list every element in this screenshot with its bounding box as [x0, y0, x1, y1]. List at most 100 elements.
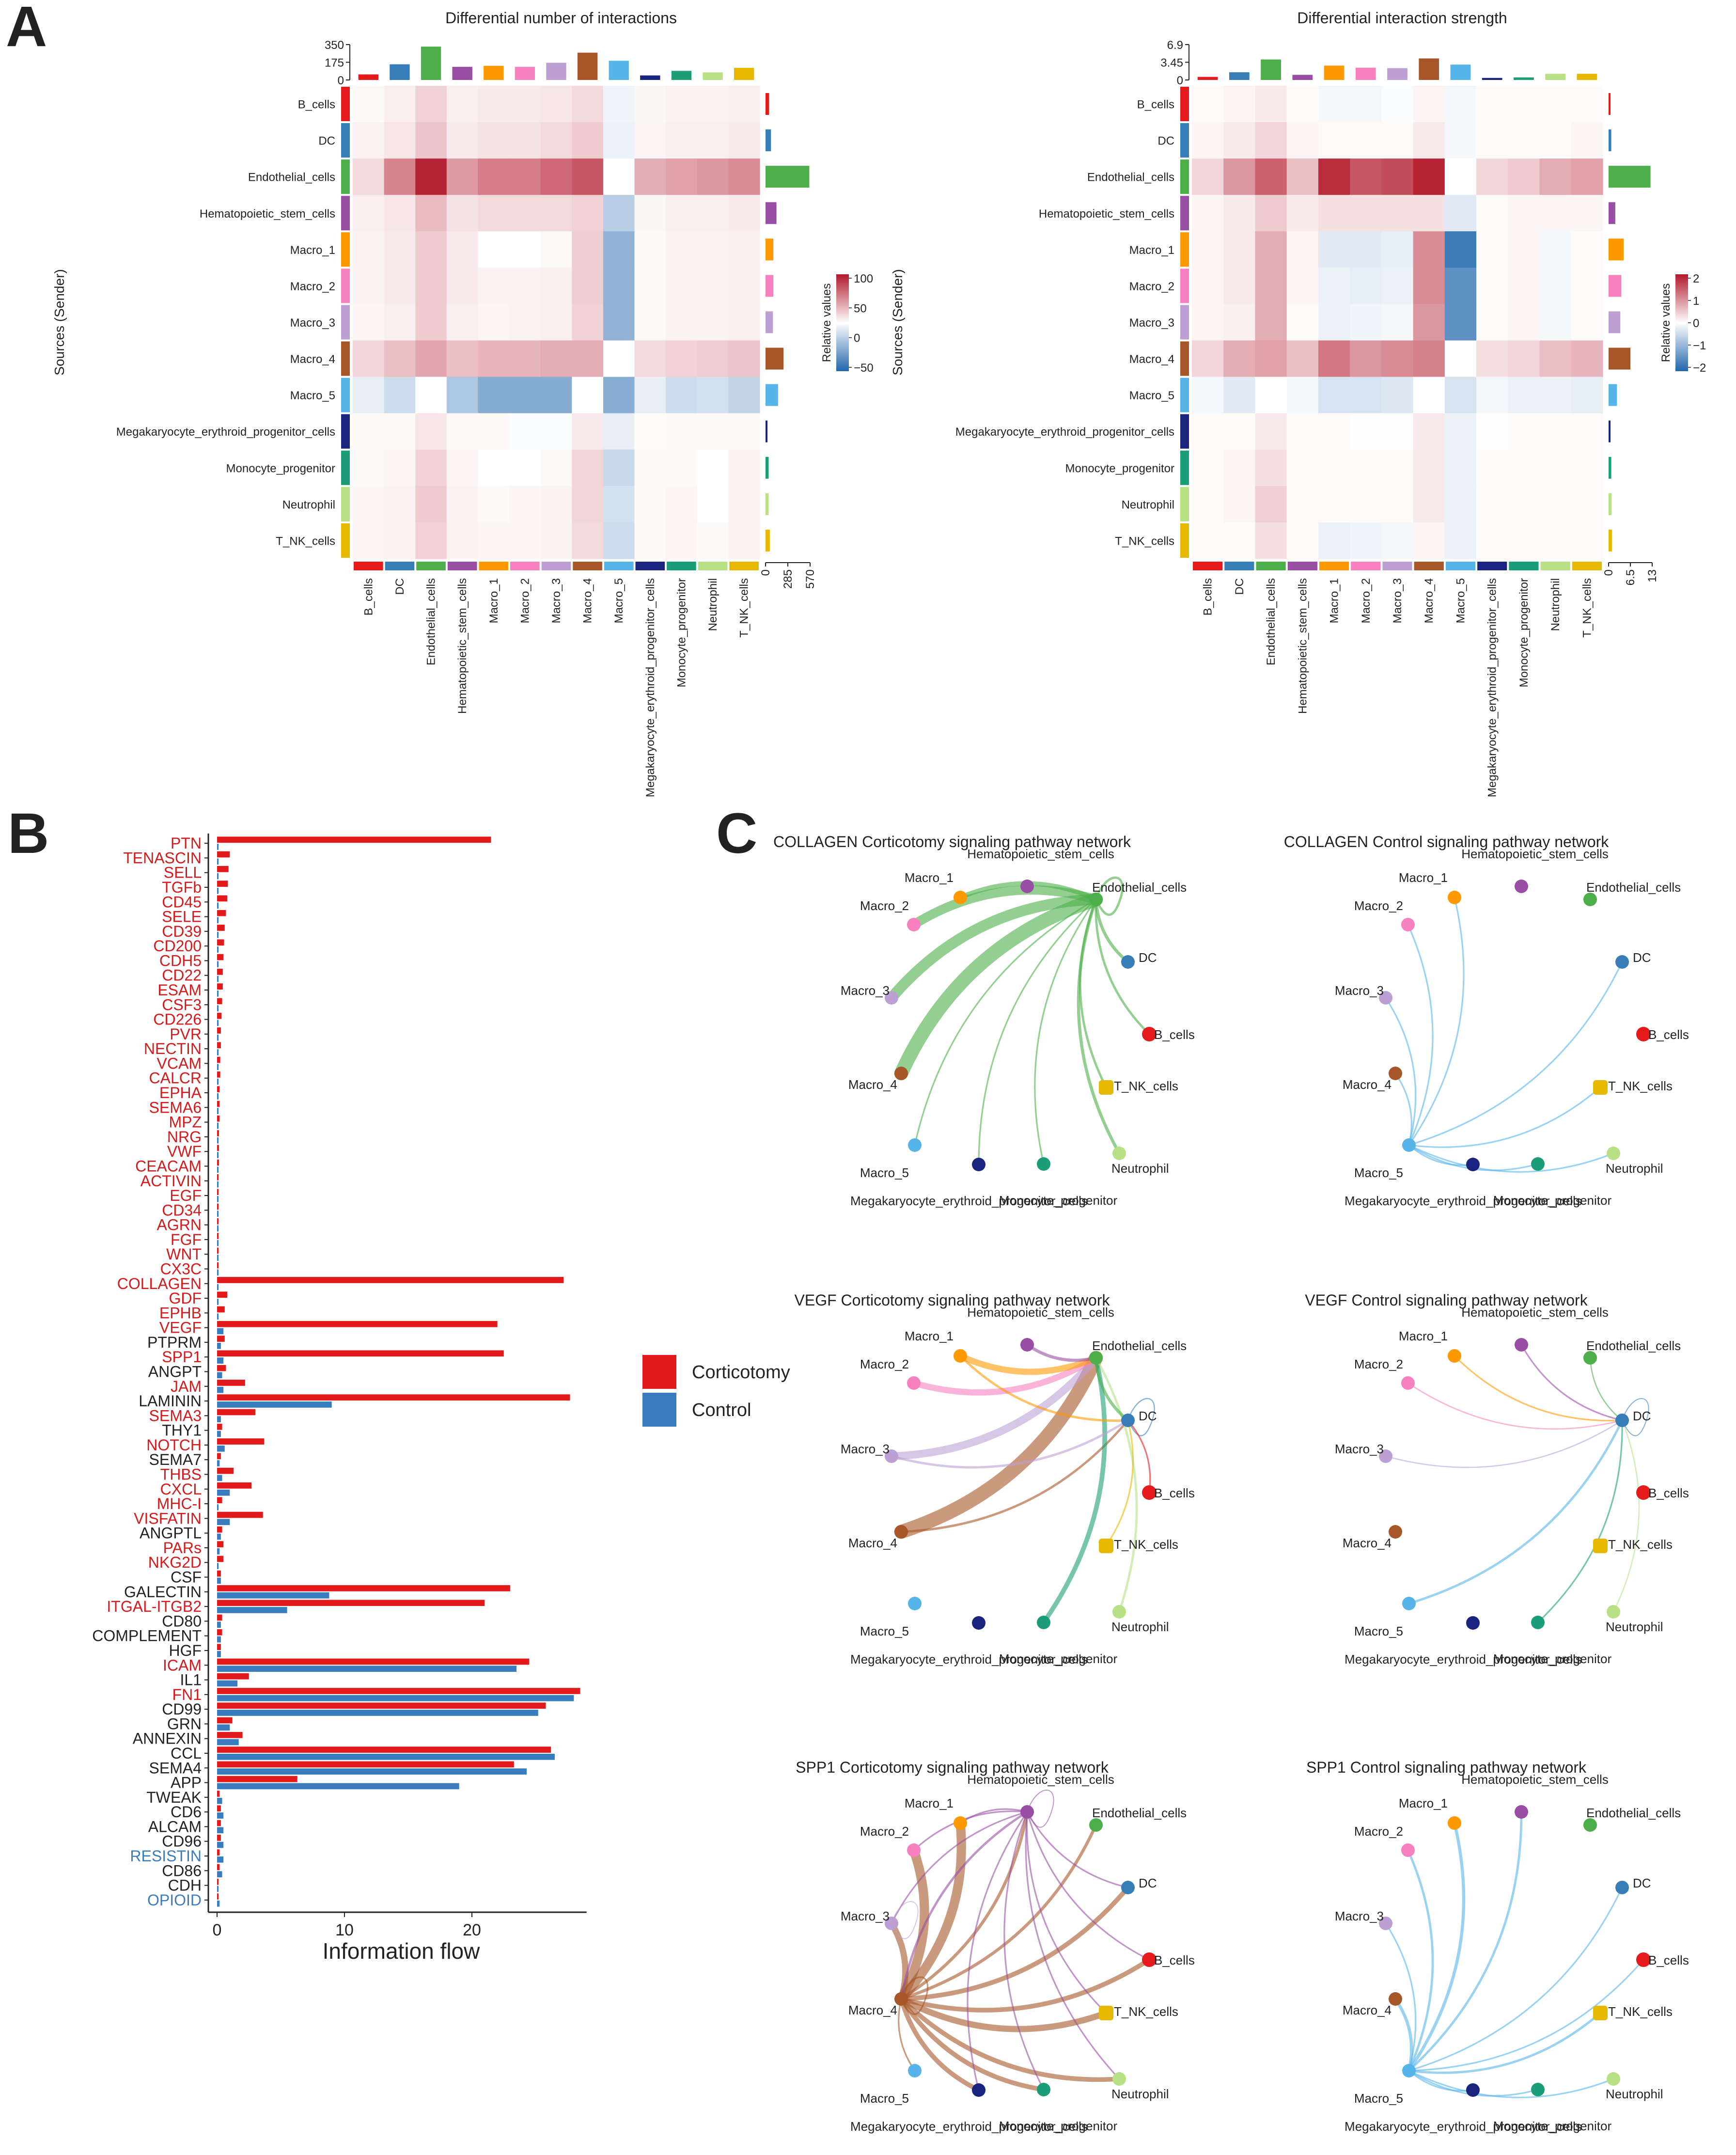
pathway-label: VWF: [167, 1143, 202, 1160]
signaling-edge: [1407, 1382, 1623, 1430]
node-label: Macro_3: [1335, 1909, 1384, 1923]
heat-cell: [1286, 486, 1319, 523]
signaling-edge: [1025, 1811, 1120, 2080]
cell-node: [1020, 1338, 1034, 1352]
right-bar: [766, 529, 770, 551]
pathway-label: ESAM: [157, 981, 202, 999]
col-color-strip: [1445, 562, 1476, 570]
top-bar: [358, 74, 378, 80]
heat-cell: [446, 158, 479, 195]
pathway-label: EPHA: [159, 1084, 202, 1101]
heat-cell: [509, 522, 541, 559]
row-color-strip: [341, 450, 350, 485]
heat-cell: [415, 449, 447, 487]
legend-title: Relative values: [820, 283, 833, 362]
heat-cell: [634, 340, 666, 378]
pathway-label: NECTIN: [144, 1040, 202, 1057]
top-bar: [1292, 75, 1313, 80]
heat-cell: [1476, 304, 1508, 341]
corticotomy-bar: [217, 851, 230, 858]
heat-cell: [509, 231, 541, 268]
row-color-strip: [1180, 87, 1189, 122]
col-color-strip: [354, 562, 383, 570]
pathway-label: VISFATIN: [134, 1510, 202, 1527]
col-color-strip: [573, 562, 602, 570]
pathway-label: OPIOID: [147, 1891, 202, 1909]
heat-cell: [697, 377, 729, 414]
node-label: Macro_4: [848, 1077, 897, 1092]
col-color-strip: [447, 562, 477, 570]
heat-cell: [478, 449, 510, 487]
pathway-label: CD86: [162, 1862, 202, 1879]
node-label: Megakaryocyte_erythroid_progenitor_cells: [1345, 2119, 1582, 2134]
col-label: B_cells: [362, 578, 375, 615]
heat-cell: [1476, 231, 1508, 268]
heat-cell: [1508, 522, 1540, 559]
heat-cell: [1318, 522, 1350, 559]
heat-cell: [1318, 267, 1350, 305]
control-bar: [217, 1020, 219, 1026]
col-label: Macro_4: [581, 578, 594, 623]
node-label: Macro_2: [1354, 1824, 1403, 1839]
heat-cell: [1476, 195, 1508, 232]
heat-cell: [1286, 267, 1319, 305]
corticotomy-bar: [217, 1380, 245, 1386]
corticotomy-bar: [217, 1556, 224, 1562]
top-bar: [1545, 74, 1566, 80]
heat-cell: [446, 86, 479, 123]
right-bar-tick-label: 0: [759, 569, 772, 576]
pathway-label: ACTIVIN: [141, 1172, 202, 1190]
heat-cell: [1318, 86, 1350, 123]
heat-cell: [1255, 340, 1287, 378]
heat-cell: [540, 304, 572, 341]
node-label: Macro_5: [860, 1624, 909, 1638]
heat-cell: [1476, 377, 1508, 414]
row-color-strip: [341, 487, 350, 521]
control-bar: [217, 1064, 219, 1070]
control-bar: [217, 1651, 221, 1657]
legend-colorbar: [836, 274, 849, 371]
heat-cell: [540, 340, 572, 378]
legend-tick-label: −2: [1693, 362, 1706, 375]
heat-cell: [728, 122, 760, 159]
signaling-edge: [888, 1354, 1100, 1460]
node-label: Macro_3: [841, 1442, 890, 1456]
heat-cell: [697, 195, 729, 232]
control-bar: [217, 1137, 219, 1144]
heat-cell: [1381, 340, 1414, 378]
corticotomy-bar: [217, 1497, 222, 1504]
heat-cell: [1318, 377, 1350, 414]
corticotomy-bar: [217, 1878, 219, 1885]
heat-cell: [728, 86, 760, 123]
top-bar-tick-label: 0: [338, 74, 344, 87]
heat-cell: [1223, 449, 1256, 487]
heat-cell: [603, 449, 635, 487]
cell-node: [1379, 1917, 1392, 1930]
signaling-edge: [914, 898, 1097, 1146]
heat-cell: [384, 377, 416, 414]
heat-cell: [1413, 158, 1445, 195]
heat-cell: [666, 267, 698, 305]
cell-node: [1379, 991, 1392, 1005]
col-label: Macro_2: [518, 578, 532, 623]
node-label: Endothelial_cells: [1586, 1806, 1681, 1820]
heat-cell: [1571, 449, 1603, 487]
cell-node: [1142, 1952, 1157, 1967]
corticotomy-bar: [217, 1291, 228, 1298]
col-label: Monocyte_progenitor: [675, 578, 688, 687]
pathway-label: GDF: [169, 1290, 202, 1307]
control-bar: [217, 1342, 221, 1349]
heat-cell: [1223, 231, 1256, 268]
heat-cell: [1286, 158, 1319, 195]
signaling-edge: [1408, 1144, 1614, 1173]
col-label: B_cells: [1202, 578, 1215, 615]
row-label: DC: [318, 135, 335, 148]
heat-cell: [1223, 195, 1256, 232]
corticotomy-bar: [217, 1438, 265, 1445]
heat-cell: [1444, 86, 1477, 123]
cell-node: [1448, 1816, 1461, 1830]
corticotomy-bar: [217, 1482, 252, 1489]
right-bar: [766, 420, 768, 442]
col-color-strip: [510, 562, 540, 570]
